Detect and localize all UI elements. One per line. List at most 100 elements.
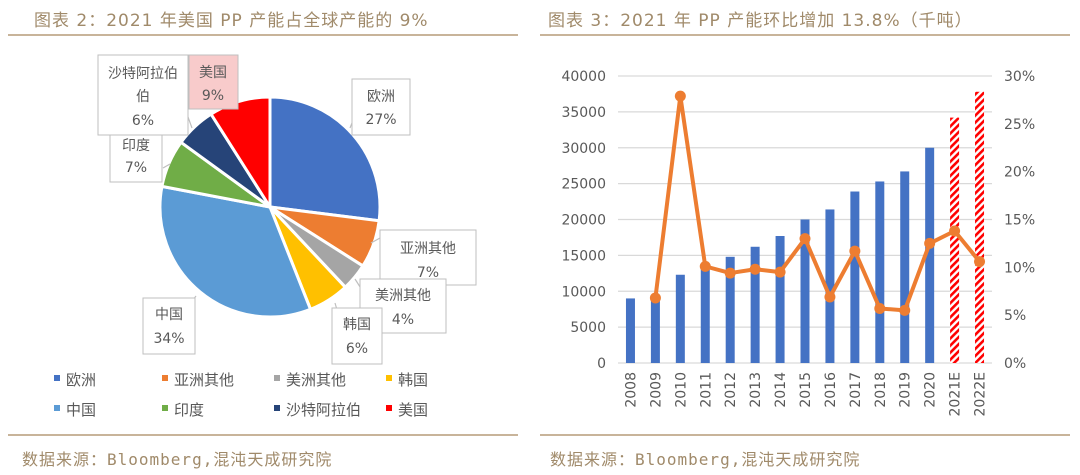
line-marker (774, 266, 786, 278)
pie-label-china: 中国 34% (142, 297, 196, 355)
x-axis-tick: 2011 (698, 372, 714, 408)
left-axis-tick: 35000 (561, 105, 606, 121)
legend-swatch (54, 375, 60, 381)
svg-text:亚洲其他: 亚洲其他 (400, 241, 456, 257)
legend-label: 欧洲 (66, 371, 96, 389)
left-axis-ticks: 0 5000 10000 15000 20000 25000 30000 35000 40000 (561, 69, 606, 372)
svg-text:27%: 27% (365, 112, 396, 128)
line-marker (899, 304, 911, 316)
x-axis-ticks: 2008 2009 2010 2011 2012 2013 2014 2015 2016 2017… (623, 372, 988, 417)
pie-label-europe: 欧洲 27% (351, 78, 411, 136)
right-title-rule (540, 34, 1070, 36)
svg-text:9%: 9% (202, 88, 224, 104)
left-axis-tick: 25000 (561, 177, 606, 193)
x-axis-tick: 2015 (798, 372, 814, 408)
legend-item: 美洲其他 (274, 371, 346, 389)
capacity-bar (625, 298, 635, 363)
capacity-bar (725, 256, 735, 363)
svg-text:4%: 4% (392, 312, 414, 328)
x-axis-tick: 2013 (748, 372, 764, 408)
pie-label-americas-other: 美洲其他 4% (359, 278, 447, 334)
legend-label: 美洲其他 (286, 371, 346, 389)
legend-swatch (162, 405, 168, 411)
svg-text:中国: 中国 (155, 307, 183, 323)
legend-label: 中国 (66, 401, 96, 419)
x-axis-tick: 2017 (848, 372, 864, 408)
svg-text:欧洲: 欧洲 (367, 89, 395, 105)
x-axis-tick: 2009 (648, 372, 664, 408)
line-marker (674, 90, 686, 102)
pie-chart: 欧洲 27% 亚洲其他 7% 美洲其他 4% 韩国 6% 中国 34% 印度 7… (54, 54, 477, 419)
legend-label: 亚洲其他 (174, 371, 234, 389)
bar-line-chart: 0 5000 10000 15000 20000 25000 30000 35000 40000… (561, 69, 1035, 417)
x-axis-tick: 2012 (723, 372, 739, 408)
left-figure-title: 图表 2：2021 年美国 PP 产能占全球产能的 9% (34, 11, 429, 31)
pie-label-korea: 韩国 6% (331, 307, 383, 365)
x-axis-tick: 2019 (898, 372, 914, 408)
svg-text:34%: 34% (153, 331, 184, 347)
legend-swatch (386, 405, 392, 411)
right-source-rule (540, 434, 1070, 436)
right-axis-tick: 15% (1004, 213, 1035, 229)
svg-text:印度: 印度 (122, 138, 150, 154)
line-marker (949, 225, 961, 237)
right-axis-tick: 0% (1004, 356, 1026, 372)
right-axis-tick: 10% (1004, 260, 1035, 276)
legend-label: 印度 (174, 401, 204, 419)
capacity-bar (775, 236, 785, 363)
legend-swatch (386, 375, 392, 381)
left-axis-tick: 10000 (561, 284, 606, 300)
line-marker (799, 233, 811, 245)
left-axis-tick: 15000 (561, 248, 606, 264)
capacity-bar (800, 219, 810, 363)
legend-swatch (54, 405, 60, 411)
pie-label-asia-other: 亚洲其他 7% (379, 229, 477, 286)
pie-label-usa: 美国 9% (188, 54, 239, 110)
legend-item: 韩国 (386, 371, 428, 389)
pie-slice-7 (208, 95, 272, 213)
pie-slice-4 (158, 184, 313, 319)
legend-item: 亚洲其他 (162, 371, 234, 389)
left-title-rule (8, 34, 518, 36)
right-axis-tick: 5% (1004, 308, 1026, 324)
x-axis-tick: 2010 (673, 372, 689, 408)
line-marker (724, 267, 736, 279)
pie-slices (158, 95, 382, 319)
svg-text:6%: 6% (132, 113, 154, 129)
left-axis-tick: 5000 (570, 320, 606, 336)
forecast-bar (975, 91, 985, 363)
line-marker (649, 292, 661, 304)
left-source-rule (8, 434, 518, 436)
capacity-bar (750, 246, 760, 363)
right-axis-ticks: 0% 5% 10% 15% 20% 25% 30% (1004, 69, 1035, 372)
legend-item: 中国 (54, 401, 96, 419)
x-axis-tick: 2022E (973, 372, 989, 416)
line-marker (974, 256, 986, 268)
legend-item: 美国 (386, 401, 428, 419)
svg-text:7%: 7% (417, 265, 439, 281)
legend-item: 印度 (162, 401, 204, 419)
legend-swatch (162, 375, 168, 381)
left-axis-tick: 20000 (561, 213, 606, 229)
x-axis-tick: 2014 (773, 372, 789, 408)
left-axis-tick: 0 (597, 356, 606, 372)
line-marker (699, 260, 711, 272)
legend-label: 韩国 (398, 371, 428, 389)
growth-rate-line (649, 90, 986, 316)
pie-label-india: 印度 7% (109, 127, 163, 183)
capacity-bar (850, 191, 860, 363)
line-marker (849, 245, 861, 257)
forecast-bar (950, 117, 960, 364)
right-source-note: 数据来源：Bloomberg,混沌天成研究院 (550, 450, 861, 469)
line-marker (749, 263, 761, 275)
right-figure-title: 图表 3：2021 年 PP 产能环比增加 13.8%（千吨） (548, 11, 973, 31)
right-axis-tick: 30% (1004, 69, 1035, 85)
capacity-bar (700, 263, 710, 363)
capacity-bar (650, 297, 660, 363)
x-axis-tick: 2020 (923, 372, 939, 408)
capacity-bar (675, 274, 685, 363)
left-axis-tick: 40000 (561, 69, 606, 85)
capacity-bar (925, 147, 935, 363)
line-marker (824, 291, 836, 303)
